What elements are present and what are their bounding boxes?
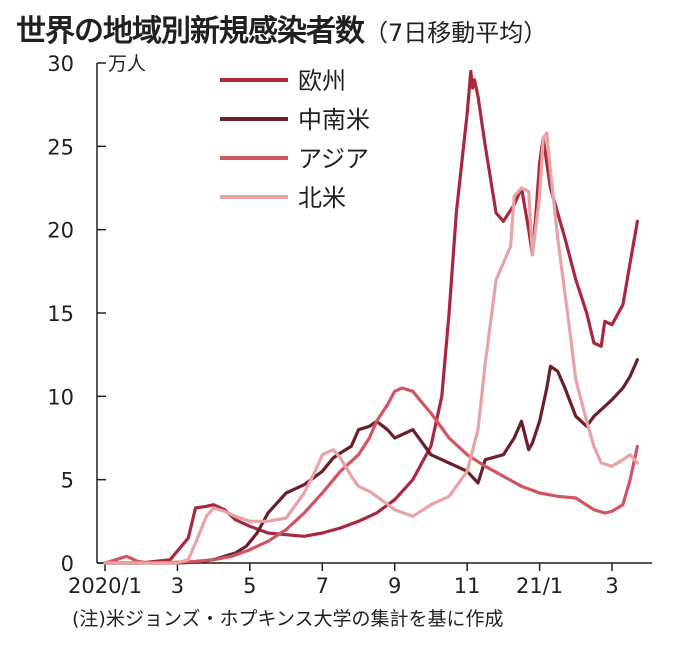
legend-label: 中南米 (298, 106, 370, 134)
y-tick-label: 25 (47, 135, 74, 159)
chart-area: 0 5 10 15 20 25 30 万人 2020/1 3 5 7 9 11 21/1 3 欧州中南米アジア北… (47, 52, 652, 598)
y-tick-label: 30 (47, 52, 74, 76)
y-tick-label: 20 (47, 219, 74, 243)
legend-label: 北米 (298, 184, 346, 212)
y-tick-label: 5 (61, 469, 74, 493)
x-tick-label: 7 (316, 574, 329, 598)
legend-label: 欧州 (298, 67, 346, 95)
x-tick-label: 21/1 (516, 574, 563, 598)
x-tick-label: 2020/1 (68, 574, 142, 598)
x-tick-label: 3 (605, 574, 618, 598)
series-line-3 (103, 131, 639, 565)
series-line-1 (103, 358, 639, 565)
y-tick-label: 10 (47, 385, 74, 409)
y-tick-label: 0 (61, 552, 74, 576)
series-line-2 (103, 386, 639, 565)
source-note: (注)米ジョンズ・ホプキンス大学の集計を基に作成 (72, 608, 504, 630)
x-tick-label: 9 (388, 574, 401, 598)
series-line-0 (103, 69, 639, 565)
y-tick-label: 15 (47, 302, 74, 326)
x-tick-label: 5 (243, 574, 256, 598)
legend-label: アジア (298, 145, 369, 173)
chart-title-main: 世界の地域別新規感染者数 (16, 14, 365, 49)
chart-title: 世界の地域別新規感染者数（7日移動平均） (16, 6, 547, 50)
chart-subtitle: （7日移動平均） (364, 19, 548, 47)
x-tick-label: 11 (454, 574, 481, 598)
y-unit-label: 万人 (108, 53, 146, 75)
x-tick-label: 3 (171, 574, 184, 598)
